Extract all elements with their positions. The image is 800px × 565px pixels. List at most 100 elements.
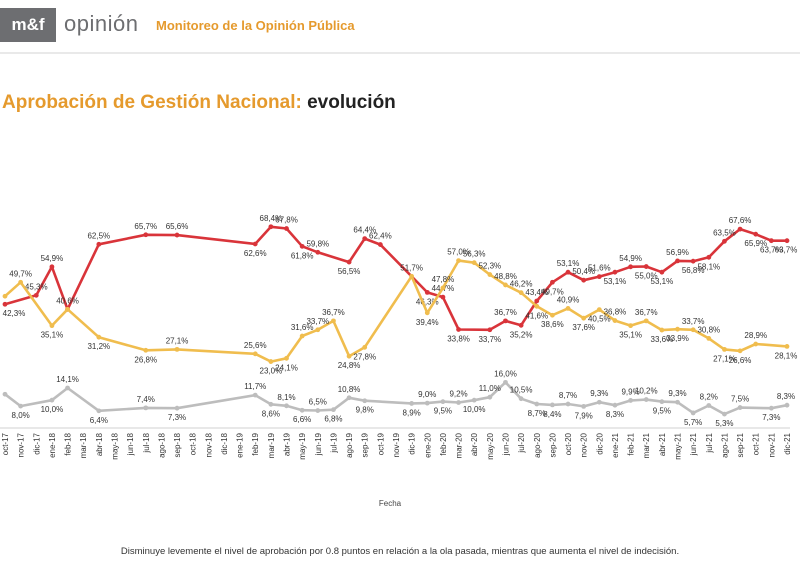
data-label-disapproval-ene-18: 35,1% bbox=[41, 331, 64, 340]
point-approval-nov-20 bbox=[581, 277, 587, 283]
point-undecided-jun-19 bbox=[315, 408, 321, 413]
point-approval-dic-20 bbox=[596, 274, 602, 280]
data-label-disapproval-abr-20: 56,3% bbox=[463, 250, 486, 259]
x-tick-label-sep-20: sep-20 bbox=[548, 432, 557, 457]
data-label-undecided-jun-19: 6,5% bbox=[309, 398, 327, 407]
data-label-undecided-jul-20: 10,5% bbox=[510, 386, 533, 395]
point-disapproval-ago-19 bbox=[346, 353, 352, 359]
point-disapproval-jun-20 bbox=[503, 282, 508, 288]
data-label-disapproval-mar-20: 57,0% bbox=[447, 248, 470, 257]
point-undecided-sep-21 bbox=[737, 405, 743, 410]
data-label-disapproval-jul-21: 30,8% bbox=[697, 325, 720, 334]
data-label-approval-sep-20: 49,7% bbox=[541, 287, 564, 296]
header: m&f opinión Monitoreo de la Opinión Públ… bbox=[0, 0, 800, 52]
x-tick-label-dic-18: dic-18 bbox=[220, 432, 229, 454]
point-undecided-jul-21 bbox=[706, 403, 712, 408]
data-label-disapproval-sep-19: 27,8% bbox=[353, 352, 376, 361]
data-label-approval-abr-21: 53,1% bbox=[651, 277, 674, 286]
point-disapproval-ago-21 bbox=[722, 346, 727, 352]
point-approval-nov-21 bbox=[768, 238, 774, 244]
point-undecided-feb-20 bbox=[440, 399, 446, 405]
x-tick-label-feb-18: feb-18 bbox=[64, 432, 73, 455]
data-label-disapproval-may-19: 31,6% bbox=[291, 323, 314, 332]
data-label-disapproval-dic-21: 28,1% bbox=[775, 351, 798, 360]
data-label-approval-nov-21: 63,7% bbox=[760, 246, 783, 255]
data-label-approval-oct-19: 62,4% bbox=[369, 232, 392, 241]
data-label-disapproval-feb-21: 35,1% bbox=[619, 331, 642, 340]
data-label-approval-ago-20: 43,4% bbox=[525, 288, 548, 297]
x-tick-label-jun-18: jun-18 bbox=[126, 432, 135, 456]
data-label-undecided-feb-20: 9,5% bbox=[434, 407, 452, 416]
data-label-disapproval-may-21: 33,9% bbox=[666, 334, 689, 343]
x-tick-label-abr-20: abr-20 bbox=[470, 432, 479, 456]
point-disapproval-dic-19 bbox=[409, 273, 415, 279]
data-label-undecided-ene-21: 8,3% bbox=[606, 410, 624, 419]
point-undecided-feb-19 bbox=[252, 392, 258, 398]
point-undecided-jun-20 bbox=[503, 379, 508, 385]
data-label-undecided-abr-20: 10,0% bbox=[463, 405, 486, 414]
point-disapproval-jul-20 bbox=[518, 290, 524, 296]
point-disapproval-jun-21 bbox=[690, 327, 696, 333]
x-tick-label-jul-18: jul-18 bbox=[142, 432, 151, 453]
point-undecided-jun-21 bbox=[690, 410, 696, 416]
point-undecided-nov-21 bbox=[768, 405, 774, 411]
x-tick-label-may-18: may-18 bbox=[110, 432, 119, 459]
data-label-undecided-dic-20: 9,3% bbox=[590, 389, 608, 398]
point-undecided-ago-19 bbox=[346, 395, 352, 401]
point-undecided-nov-17 bbox=[18, 403, 24, 409]
point-disapproval-abr-20 bbox=[471, 260, 477, 266]
data-label-undecided-sep-20: 8,4% bbox=[543, 410, 561, 419]
data-label-approval-nov-20: 50,4% bbox=[572, 267, 595, 276]
data-label-disapproval-ene-21: 36,8% bbox=[604, 308, 627, 317]
point-approval-sep-21 bbox=[737, 226, 743, 232]
data-label-disapproval-ago-20: 41,6% bbox=[525, 311, 548, 320]
header-divider bbox=[0, 52, 800, 54]
x-tick-label-feb-21: feb-21 bbox=[627, 432, 636, 455]
point-undecided-abr-19 bbox=[284, 403, 289, 409]
x-tick-label-ago-20: ago-20 bbox=[533, 432, 542, 457]
point-disapproval-ene-18 bbox=[49, 323, 55, 329]
data-label-undecided-ago-21: 5,3% bbox=[715, 419, 733, 428]
point-approval-jul-21 bbox=[706, 254, 712, 260]
data-label-approval-sep-18: 65,6% bbox=[166, 222, 189, 231]
point-approval-ago-20 bbox=[534, 298, 540, 304]
point-approval-mar-20 bbox=[456, 327, 461, 332]
x-tick-label-jul-21: jul-21 bbox=[705, 432, 714, 453]
data-label-disapproval-jun-19: 33,7% bbox=[306, 317, 329, 326]
data-label-approval-feb-21: 54,9% bbox=[619, 254, 642, 263]
data-label-undecided-ene-20: 9,0% bbox=[418, 390, 436, 399]
data-label-undecided-jun-21: 5,7% bbox=[684, 418, 702, 427]
point-undecided-ene-20 bbox=[424, 400, 430, 406]
point-approval-abr-21 bbox=[659, 269, 665, 275]
x-tick-label-ene-21: ene-21 bbox=[611, 432, 620, 457]
point-undecided-abr-21 bbox=[659, 399, 665, 405]
point-disapproval-feb-19 bbox=[252, 351, 258, 357]
point-undecided-oct-17 bbox=[2, 391, 8, 397]
data-label-disapproval-ene-20: 39,4% bbox=[416, 318, 439, 327]
data-label-undecided-feb-21: 9,9% bbox=[621, 387, 639, 396]
point-disapproval-mar-19 bbox=[268, 359, 274, 364]
x-tick-label-jul-19: jul-19 bbox=[329, 432, 338, 453]
data-label-approval-dic-20: 51,6% bbox=[588, 264, 611, 273]
point-disapproval-nov-20 bbox=[581, 315, 587, 321]
data-label-undecided-jun-20: 16,0% bbox=[494, 369, 517, 378]
point-disapproval-feb-20 bbox=[440, 285, 446, 291]
x-tick-label-nov-17: nov-17 bbox=[17, 432, 26, 457]
data-label-undecided-nov-17: 8,0% bbox=[12, 411, 30, 420]
data-label-undecided-oct-20: 8,7% bbox=[559, 391, 577, 400]
data-label-undecided-jul-19: 6,8% bbox=[324, 415, 342, 424]
x-tick-label-dic-21: dic-21 bbox=[783, 432, 792, 454]
x-tick-label-oct-19: oct-19 bbox=[376, 432, 385, 455]
x-tick-label-abr-18: abr-18 bbox=[95, 432, 104, 456]
point-disapproval-may-20 bbox=[487, 272, 493, 277]
point-undecided-mar-19 bbox=[268, 401, 274, 407]
data-label-disapproval-jul-19: 36,7% bbox=[322, 308, 345, 317]
data-label-approval-jul-18: 65,7% bbox=[134, 222, 157, 231]
data-label-approval-abr-19: 67,8% bbox=[275, 216, 298, 225]
data-label-approval-ene-18: 54,9% bbox=[41, 254, 64, 263]
data-label-disapproval-sep-18: 27,1% bbox=[166, 336, 189, 345]
data-label-undecided-may-21: 9,3% bbox=[668, 389, 686, 398]
data-label-approval-mar-19: 68,4% bbox=[260, 214, 283, 223]
point-disapproval-abr-18 bbox=[96, 334, 102, 340]
page-title-suffix: evolución bbox=[307, 92, 396, 113]
